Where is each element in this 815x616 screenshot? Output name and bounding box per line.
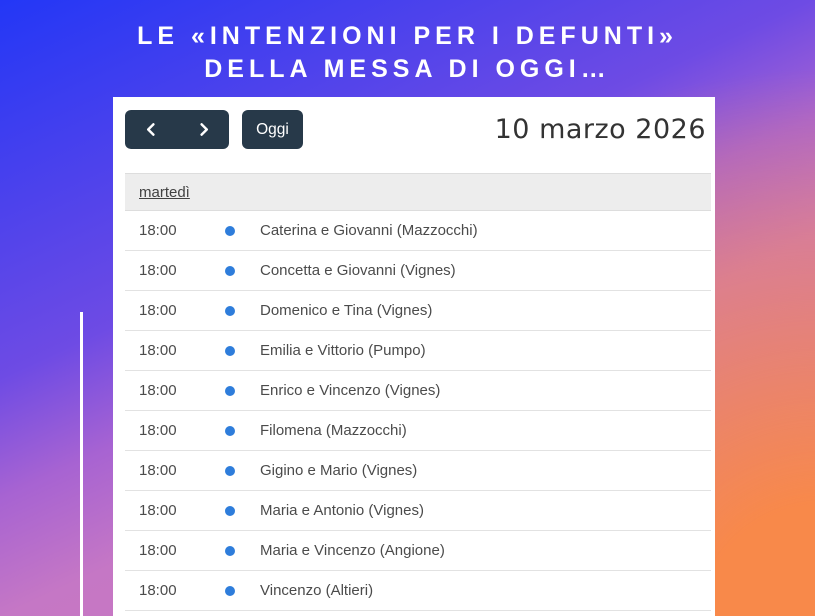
dot-cell — [213, 345, 247, 356]
event-dot-icon — [225, 545, 235, 556]
event-dot-icon — [225, 385, 235, 396]
decorative-vertical-line — [80, 312, 83, 616]
dot-cell — [213, 225, 247, 236]
event-row[interactable]: 18:00 Domenico e Tina (Vignes) — [125, 291, 711, 331]
event-row[interactable]: 18:00 Vincenzo (Altieri) — [125, 571, 711, 611]
dot-cell — [213, 385, 247, 396]
event-title: Enrico e Vincenzo (Vignes) — [260, 382, 441, 399]
chevron-left-icon — [144, 122, 159, 137]
event-row[interactable]: 18:00 Filomena (Mazzocchi) — [125, 411, 711, 451]
event-time: 18:00 — [139, 342, 177, 359]
prev-button[interactable] — [125, 110, 177, 149]
day-header-link[interactable]: martedì — [139, 183, 190, 201]
event-title: Concetta e Giovanni (Vignes) — [260, 262, 456, 279]
page-title: LE «INTENZIONI PER I DEFUNTI» DELLA MESS… — [0, 0, 815, 86]
event-row[interactable]: 18:00 Maria e Antonio (Vignes) — [125, 491, 711, 531]
event-dot-icon — [225, 265, 235, 276]
next-button[interactable] — [177, 110, 229, 149]
event-dot-icon — [225, 585, 235, 596]
event-row[interactable]: 18:00 Maria e Vincenzo (Angione) — [125, 531, 711, 571]
event-list: martedì 18:00 Caterina e Giovanni (Mazzo… — [125, 173, 711, 611]
event-title: Caterina e Giovanni (Mazzocchi) — [260, 222, 478, 239]
dot-cell — [213, 545, 247, 556]
calendar-date-title: 10 marzo 2026 — [494, 114, 706, 145]
event-dot-icon — [225, 225, 235, 236]
today-button[interactable]: Oggi — [242, 110, 303, 149]
event-dot-icon — [225, 425, 235, 436]
event-row[interactable]: 18:00 Gigino e Mario (Vignes) — [125, 451, 711, 491]
event-time: 18:00 — [139, 222, 177, 239]
event-time: 18:00 — [139, 542, 177, 559]
event-time: 18:00 — [139, 302, 177, 319]
event-row[interactable]: 18:00 Emilia e Vittorio (Pumpo) — [125, 331, 711, 371]
dot-cell — [213, 585, 247, 596]
dot-cell — [213, 265, 247, 276]
dot-cell — [213, 465, 247, 476]
dot-cell — [213, 305, 247, 316]
event-dot-icon — [225, 505, 235, 516]
event-row[interactable]: 18:00 Concetta e Giovanni (Vignes) — [125, 251, 711, 291]
event-row[interactable]: 18:00 Caterina e Giovanni (Mazzocchi) — [125, 211, 711, 251]
event-dot-icon — [225, 465, 235, 476]
event-title: Maria e Vincenzo (Angione) — [260, 542, 445, 559]
page-title-line2: DELLA MESSA DI OGGI… — [204, 55, 611, 83]
page-title-line1: LE «INTENZIONI PER I DEFUNTI» — [137, 22, 678, 50]
event-time: 18:00 — [139, 382, 177, 399]
event-row[interactable]: 18:00 Enrico e Vincenzo (Vignes) — [125, 371, 711, 411]
event-time: 18:00 — [139, 262, 177, 279]
dot-cell — [213, 425, 247, 436]
calendar-card: Oggi 10 marzo 2026 martedì 18:00 Caterin… — [113, 97, 715, 616]
day-header-row: martedì — [125, 173, 711, 211]
prev-next-button-group — [125, 110, 229, 149]
event-title: Emilia e Vittorio (Pumpo) — [260, 342, 426, 359]
event-time: 18:00 — [139, 462, 177, 479]
event-time: 18:00 — [139, 502, 177, 519]
event-time: 18:00 — [139, 582, 177, 599]
event-title: Domenico e Tina (Vignes) — [260, 302, 433, 319]
event-title: Filomena (Mazzocchi) — [260, 422, 407, 439]
dot-cell — [213, 505, 247, 516]
chevron-right-icon — [196, 122, 211, 137]
calendar-toolbar: Oggi 10 marzo 2026 — [125, 110, 711, 149]
event-dot-icon — [225, 305, 235, 316]
event-time: 18:00 — [139, 422, 177, 439]
event-title: Gigino e Mario (Vignes) — [260, 462, 418, 479]
event-dot-icon — [225, 345, 235, 356]
event-title: Maria e Antonio (Vignes) — [260, 502, 424, 519]
event-title: Vincenzo (Altieri) — [260, 582, 374, 599]
